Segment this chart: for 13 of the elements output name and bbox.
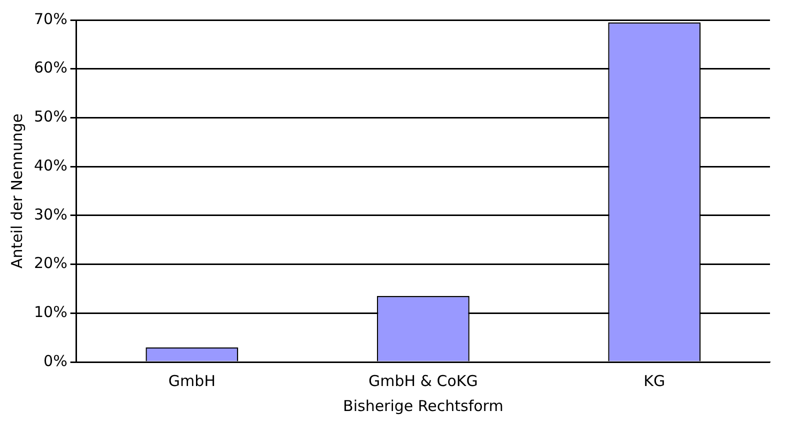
y-axis-title: Anteil der Nennunge bbox=[8, 114, 26, 268]
y-tick-label: 40% bbox=[34, 156, 68, 174]
y-tick-label: 70% bbox=[34, 10, 68, 28]
x-tick-label: GmbH bbox=[168, 372, 216, 390]
x-tick-label: GmbH & CoKG bbox=[368, 372, 478, 390]
x-tick-label: KG bbox=[644, 372, 666, 390]
y-tick-label: 60% bbox=[34, 58, 68, 77]
y-tick-label: 0% bbox=[44, 352, 68, 370]
y-tick-label: 10% bbox=[34, 303, 68, 322]
y-tick-label: 20% bbox=[34, 254, 68, 272]
y-tick-label: 50% bbox=[34, 108, 68, 126]
y-tick-label: 30% bbox=[34, 205, 68, 224]
x-axis-title: Bisherige Rechtsform bbox=[343, 396, 504, 415]
